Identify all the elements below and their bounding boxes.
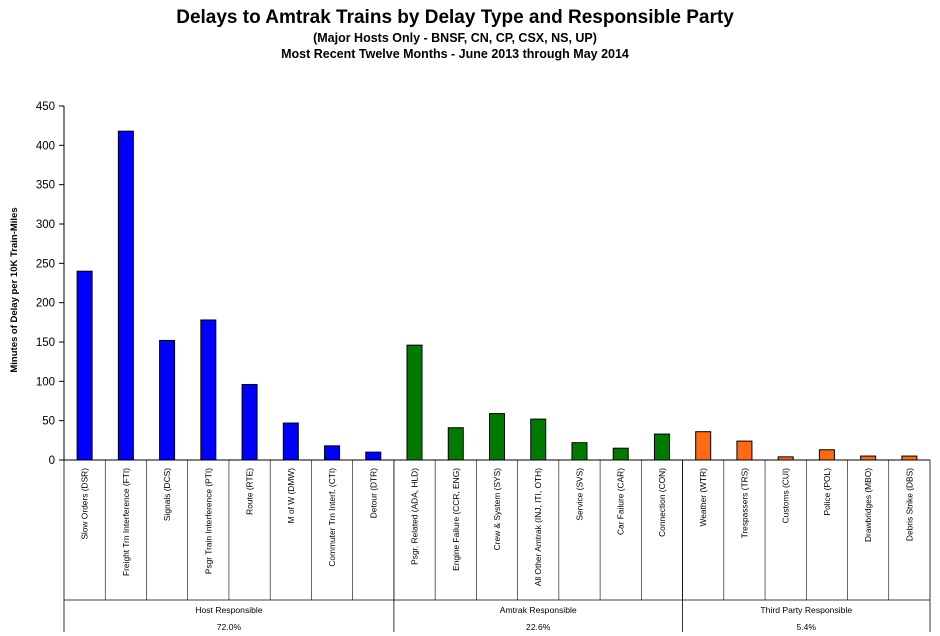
bar	[736, 440, 753, 461]
bar	[447, 427, 464, 461]
x-category-label: Psgr Train Interference (PTI)	[203, 468, 213, 574]
x-category-label: Slow Orders (DSR)	[80, 468, 90, 540]
y-axis-label: Minutes of Delay per 10K Train-Miles	[9, 207, 20, 372]
bar	[901, 455, 918, 461]
x-category-label: Commuter Trn Interf. (CTI)	[327, 468, 337, 567]
y-tick-label: 50	[42, 416, 55, 428]
group-name: Third Party Responsible	[760, 605, 852, 615]
bar	[200, 319, 217, 461]
bar	[695, 431, 712, 461]
bar	[282, 422, 299, 461]
x-category-label: Police (POL)	[822, 468, 832, 516]
bar	[860, 455, 877, 461]
x-category-label: Debris Strike (DBS)	[904, 468, 914, 541]
y-tick-label: 450	[36, 101, 55, 113]
x-category-label: Detour (DTR)	[368, 468, 378, 518]
x-category-label: All Other Amtrak (INJ, ITI, OTH)	[533, 468, 543, 586]
y-tick-label: 150	[36, 337, 55, 349]
bar	[489, 413, 505, 461]
x-category-label: Customs (CUI)	[781, 468, 791, 524]
group-share: 5.4%	[796, 622, 816, 632]
bar	[241, 383, 258, 461]
y-tick-label: 200	[36, 298, 55, 310]
chart-subtitle-1: (Major Hosts Only - BNSF, CN, CP, CSX, N…	[313, 31, 597, 45]
group-name: Amtrak Responsible	[500, 605, 577, 615]
bar	[76, 270, 93, 461]
bar	[571, 442, 588, 461]
x-category-label: Freight Trn Interference (FTI)	[121, 468, 131, 576]
bar	[653, 433, 670, 461]
x-category-label: Service (SVS)	[574, 468, 584, 521]
x-category-label: Crew & System (SYS)	[492, 468, 502, 551]
chart-subtitle-2: Most Recent Twelve Months - June 2013 th…	[281, 47, 629, 61]
x-category-label: M of W (DMW)	[286, 468, 296, 524]
y-tick-label: 300	[36, 219, 55, 231]
x-category-label: Car Failure (CAR)	[616, 468, 626, 535]
y-tick-label: 400	[36, 140, 55, 152]
x-category-label: Psgr. Related (ADA, HLD)	[410, 468, 420, 565]
x-category-label: Trespassers (TRS)	[739, 468, 749, 539]
bar	[818, 449, 835, 461]
bar	[777, 456, 794, 461]
x-category-label: Weather (WTR)	[698, 468, 708, 527]
bar	[365, 451, 382, 461]
group-share: 72.0%	[217, 622, 242, 632]
bar	[117, 130, 134, 461]
x-category-label: Drawbridges (MBO)	[863, 468, 873, 542]
x-category-label: Connection (CON)	[657, 468, 667, 537]
y-tick-label: 350	[36, 180, 55, 192]
bar	[324, 445, 341, 461]
y-tick-label: 100	[36, 376, 55, 388]
x-category-label: Signals (DCS)	[162, 468, 172, 521]
bar	[159, 339, 176, 461]
x-category-label: Route (RTE)	[245, 468, 255, 515]
x-category-label: Engine Failure (CCR, ENG)	[451, 468, 461, 571]
y-tick-label: 0	[49, 455, 55, 467]
group-share: 22.6%	[526, 622, 551, 632]
bar	[530, 418, 547, 461]
bar	[406, 344, 423, 461]
y-tick-label: 250	[36, 258, 55, 270]
group-name: Host Responsible	[195, 605, 263, 615]
chart-title: Delays to Amtrak Trains by Delay Type an…	[176, 7, 734, 28]
bar	[612, 447, 629, 461]
plot-area: 0 50 100 150 200 250 300 350 400 450 Slow Orders (…	[36, 101, 931, 632]
